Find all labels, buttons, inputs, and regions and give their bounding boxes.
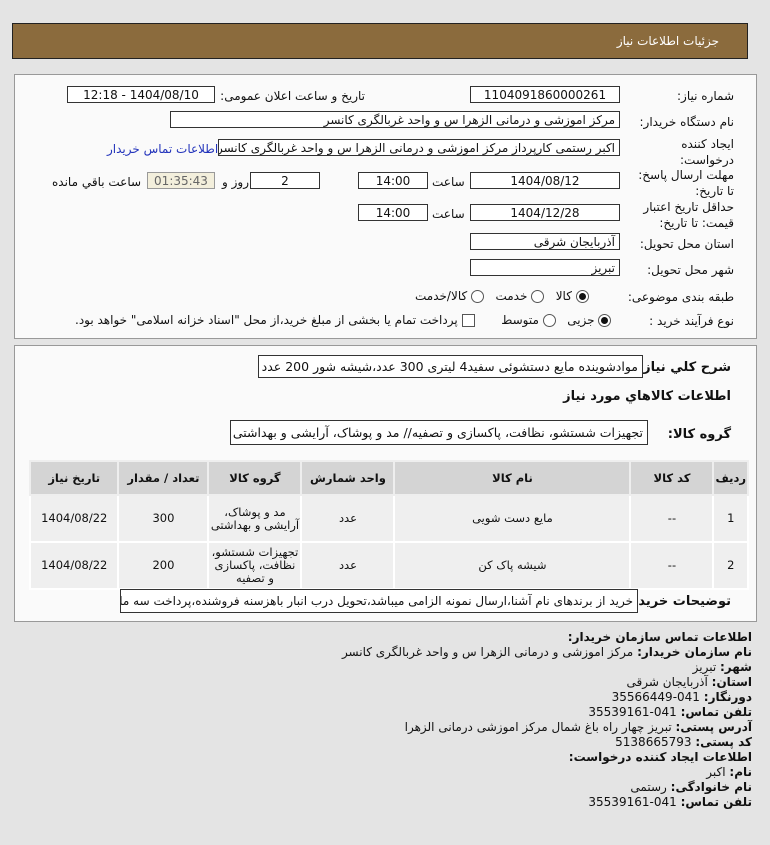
desc-field: موادشوینده مایع دستشوئی سفید4 لیتری 300 … xyxy=(258,355,643,378)
cell-group: تجهیزات شستشو، نظافت، پاکسازی و تصفیه xyxy=(207,541,303,590)
cell-unit: عدد xyxy=(300,541,396,590)
validity-time-label: ساعت xyxy=(432,207,465,221)
days-field: 2 xyxy=(250,172,320,189)
col-qty: تعداد / مقدار xyxy=(117,460,210,496)
cell-group: مد و پوشاک، آرایشی و بهداشتی xyxy=(207,494,303,543)
cell-unit: عدد xyxy=(300,494,396,543)
process-motevaset[interactable]: متوسط xyxy=(501,313,556,327)
contact-province: استان: آذربایجان شرقی xyxy=(626,675,752,689)
notes-field: خرید از برندهای نام آشنا،ارسال نمونه الز… xyxy=(120,589,638,613)
cell-date: 1404/08/22 xyxy=(28,494,120,543)
process-label: نوع فرآیند خرید : xyxy=(649,314,734,328)
payment-note: پرداخت تمام یا بخشی از مبلغ خرید،از محل … xyxy=(75,313,458,327)
days-label: روز و xyxy=(222,175,249,189)
deadline-label-2: تا تاریخ: xyxy=(695,184,734,198)
process-radio-group: جزیی متوسط پرداخت تمام یا بخشی از مبلغ خ… xyxy=(75,313,612,327)
radio-icon[interactable] xyxy=(575,290,589,303)
category-kala-khedmat[interactable]: کالا/خدمت xyxy=(415,289,485,303)
need-number-field: 1104091860000261 xyxy=(470,86,620,103)
col-code: کد کالا xyxy=(629,460,715,496)
buyer-contact-link[interactable]: اطلاعات تماس خریدار xyxy=(107,142,219,156)
announce-field: 1404/08/10 - 12:18 xyxy=(67,86,215,103)
creator-label-2: درخواست: xyxy=(680,153,734,167)
creator-field: اکبر رستمی کارپرداز مرکز اموزشی و درمانی… xyxy=(218,139,620,156)
remaining-time-field: 01:35:43 xyxy=(147,172,215,189)
need-number-label: شماره نیاز: xyxy=(677,89,734,103)
creator-phone: تلفن تماس: 041-35539161 xyxy=(588,795,752,809)
radio-icon[interactable] xyxy=(471,290,485,303)
radio-icon[interactable] xyxy=(531,290,545,303)
category-kala[interactable]: کالا xyxy=(556,289,589,303)
validity-date-field: 1404/12/28 xyxy=(470,204,620,221)
col-name: نام کالا xyxy=(393,460,632,496)
cell-row: 2 xyxy=(712,541,749,590)
cell-qty: 200 xyxy=(117,541,210,590)
radio-icon[interactable] xyxy=(542,314,556,327)
cell-qty: 300 xyxy=(117,494,210,543)
col-row: ردیف xyxy=(712,460,749,496)
cell-date: 1404/08/22 xyxy=(28,541,120,590)
table-row: 2 -- شیشه پاک کن عدد تجهیزات شستشو، نظاف… xyxy=(28,541,749,590)
payment-checkbox[interactable] xyxy=(461,314,475,327)
city-field: تبریز xyxy=(470,259,620,276)
contact-fax: دورنگار: 041-35566449 xyxy=(611,690,752,704)
contact-address: آدرس پستی: تبریز چهار راه باغ شمال مرکز … xyxy=(404,720,752,734)
remaining-label: ساعت باقي مانده xyxy=(52,175,142,189)
cell-name: شیشه پاک کن xyxy=(393,541,632,590)
creator-title: اطلاعات ایجاد کننده درخواست: xyxy=(568,750,752,764)
col-date: تاریخ نیاز xyxy=(28,460,120,496)
category-khedmat[interactable]: خدمت xyxy=(495,289,545,303)
creator-label: ایجاد کننده xyxy=(681,137,734,151)
category-radio-group: کالا خدمت کالا/خدمت xyxy=(415,289,589,303)
goods-table: ردیف کد کالا نام کالا واحد شمارش گروه کا… xyxy=(28,460,749,590)
notes-label: توضیحات خریدار: xyxy=(621,594,731,609)
page-header: جزئیات اطلاعات نیاز xyxy=(12,23,748,59)
deadline-label: مهلت ارسال پاسخ: xyxy=(638,168,734,182)
validity-label: حداقل تاریخ اعتبار xyxy=(643,200,734,214)
table-row: 1 -- مایع دست شویی عدد مد و پوشاک، آرایش… xyxy=(28,494,749,543)
buyer-label: نام دستگاه خریدار: xyxy=(639,115,735,129)
col-unit: واحد شمارش xyxy=(300,460,396,496)
cell-row: 1 xyxy=(712,494,749,543)
creator-family: نام خانوادگی: رستمی xyxy=(630,780,752,794)
province-field: آذربایجان شرقی xyxy=(470,233,620,250)
cell-name: مایع دست شویی xyxy=(393,494,632,543)
deadline-time-label: ساعت xyxy=(432,175,465,189)
buyer-field: مرکز اموزشی و درمانی الزهرا س و واحد غرب… xyxy=(170,111,620,128)
contact-title: اطلاعات تماس سازمان خریدار: xyxy=(567,630,752,644)
province-label: استان محل تحویل: xyxy=(639,237,734,251)
goods-title: اطلاعات کالاهاي مورد نیاز xyxy=(563,389,731,404)
validity-label-2: قیمت: تا تاریخ: xyxy=(659,216,734,230)
radio-icon[interactable] xyxy=(598,314,612,327)
city-label: شهر محل تحویل: xyxy=(647,263,734,277)
contact-phone: تلفن تماس: 041-35539161 xyxy=(588,705,752,719)
category-label: طبقه بندی موضوعی: xyxy=(627,290,734,304)
process-jozei[interactable]: جزیی xyxy=(567,313,612,327)
cell-code: -- xyxy=(629,541,715,590)
deadline-date-field: 1404/08/12 xyxy=(470,172,620,189)
desc-label: شرح کلي نیاز: xyxy=(637,360,731,375)
contact-org: نام سازمان خریدار: مرکز اموزشی و درمانی … xyxy=(341,645,752,659)
table-header: ردیف کد کالا نام کالا واحد شمارش گروه کا… xyxy=(28,460,749,496)
deadline-time-field: 14:00 xyxy=(358,172,428,189)
group-field: تجهیزات شستشو، نظافت، پاکسازی و تصفیه// … xyxy=(230,420,648,445)
contact-city: شهر: تبریز xyxy=(692,660,752,674)
contact-postal: کد پستی: 5138665793 xyxy=(615,735,752,749)
cell-code: -- xyxy=(629,494,715,543)
validity-time-field: 14:00 xyxy=(358,204,428,221)
page-title: جزئیات اطلاعات نیاز xyxy=(616,34,719,48)
creator-name: نام: اکبر xyxy=(706,765,752,779)
col-group: گروه کالا xyxy=(207,460,303,496)
announce-label: تاریخ و ساعت اعلان عمومی: xyxy=(220,89,365,103)
group-label: گروه کالا: xyxy=(667,427,731,442)
